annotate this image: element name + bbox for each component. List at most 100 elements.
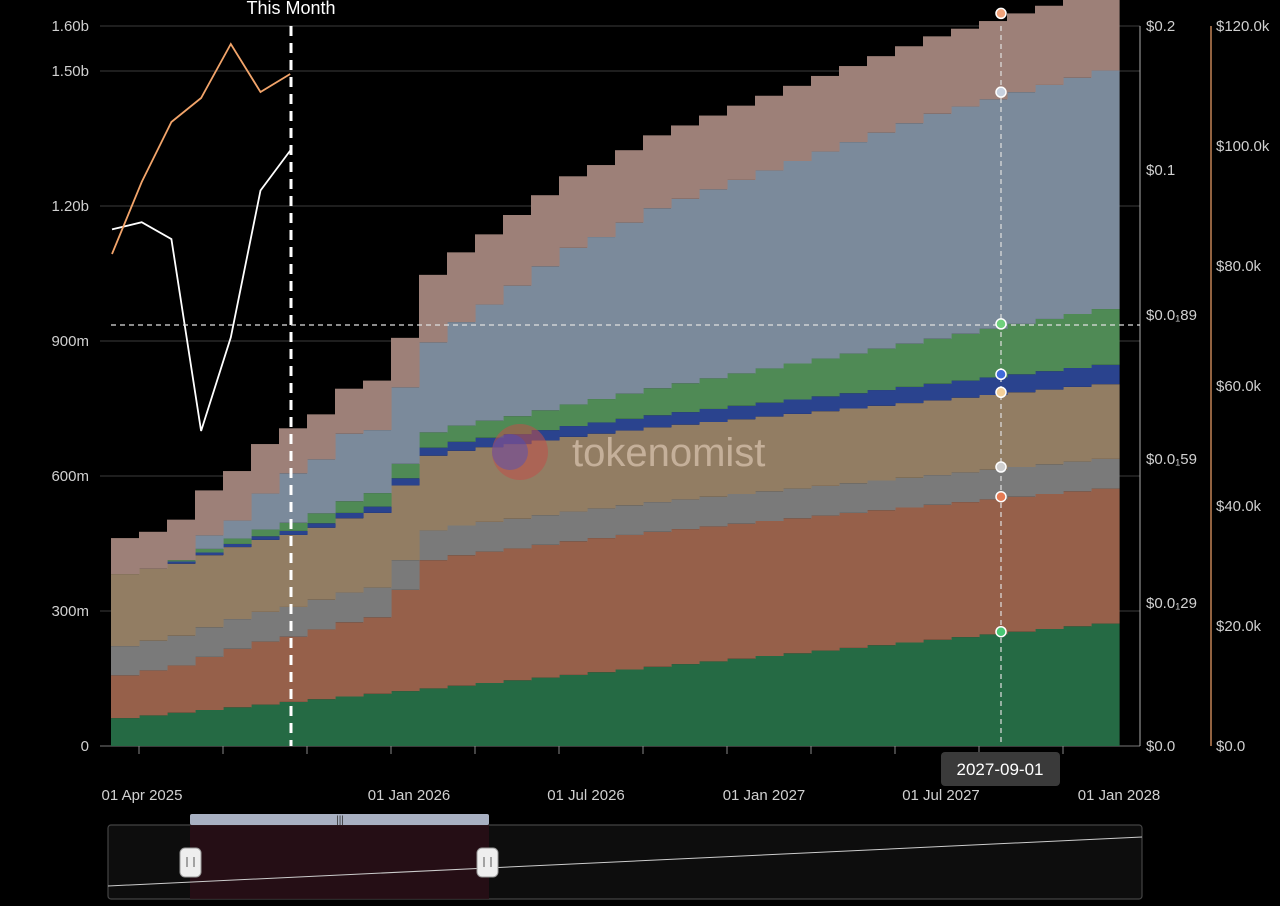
area-segment-5 xyxy=(223,538,252,544)
area-segment-7 xyxy=(111,538,140,575)
area-segment-4 xyxy=(363,506,392,513)
area-segment-1 xyxy=(1063,491,1092,627)
navigator-grip-icon[interactable]: ||| xyxy=(336,815,344,826)
area-segment-5 xyxy=(699,378,728,409)
range-navigator[interactable]: ||| xyxy=(107,814,1143,900)
area-segment-6 xyxy=(867,132,896,349)
navigator-handle-right[interactable] xyxy=(476,847,499,878)
navigator-selection[interactable] xyxy=(190,825,489,899)
area-segment-1 xyxy=(111,675,140,719)
watermark-text: tokenomist xyxy=(572,431,765,475)
area-segment-0 xyxy=(279,701,308,746)
area-segment-5 xyxy=(475,420,504,438)
navigator-scroll-bar[interactable] xyxy=(190,814,489,825)
area-segment-1 xyxy=(951,502,980,638)
area-segment-5 xyxy=(279,522,308,531)
area-segment-2 xyxy=(531,515,560,545)
area-segment-6 xyxy=(671,198,700,384)
area-segment-4 xyxy=(335,512,364,519)
area-segment-2 xyxy=(251,611,280,642)
area-segment-3 xyxy=(643,427,672,503)
area-segment-6 xyxy=(419,342,448,433)
x-tick-label: 01 Apr 2025 xyxy=(102,787,183,804)
tooltip-date-box xyxy=(941,752,1060,786)
area-segment-0 xyxy=(783,653,812,746)
area-segment-4 xyxy=(643,415,672,428)
area-segment-3 xyxy=(335,518,364,593)
area-segment-5 xyxy=(587,399,616,423)
hover-dot-5 xyxy=(995,318,1007,330)
area-segment-4 xyxy=(587,422,616,434)
area-segment-4 xyxy=(1091,364,1120,385)
area-segment-6 xyxy=(251,493,280,530)
area-segment-6 xyxy=(195,535,224,549)
area-segment-1 xyxy=(867,510,896,646)
area-segment-4 xyxy=(1007,374,1036,393)
area-segment-4 xyxy=(923,383,952,401)
area-segment-0 xyxy=(503,680,532,746)
handle-right-body[interactable] xyxy=(476,847,499,878)
area-segment-3 xyxy=(727,419,756,494)
area-segment-1 xyxy=(251,641,280,705)
area-segment-5 xyxy=(363,493,392,507)
area-segment-0 xyxy=(363,693,392,746)
y-btc-tick-label: $80.0k xyxy=(1216,258,1262,275)
x-tick-label: 01 Jan 2027 xyxy=(723,787,806,804)
area-segment-1 xyxy=(783,518,812,654)
y-btc-tick-label: $100.0k xyxy=(1216,138,1270,155)
area-segment-7 xyxy=(755,95,784,171)
area-segment-0 xyxy=(839,647,868,746)
area-segment-0 xyxy=(307,699,336,746)
area-segment-2 xyxy=(139,640,168,671)
area-segment-0 xyxy=(559,674,588,746)
hover-dot-1 xyxy=(995,490,1007,503)
area-segment-5 xyxy=(615,393,644,419)
x-tick-label: 01 Jul 2026 xyxy=(547,787,625,804)
area-segment-6 xyxy=(335,433,364,502)
area-segment-2 xyxy=(279,606,308,637)
area-segment-3 xyxy=(671,424,700,500)
area-segment-4 xyxy=(699,408,728,422)
area-segment-6 xyxy=(475,304,504,421)
area-segment-3 xyxy=(923,400,952,476)
handle-left-body[interactable] xyxy=(179,847,202,878)
area-segment-7 xyxy=(867,56,896,133)
area-segment-6 xyxy=(979,99,1008,329)
area-segment-6 xyxy=(755,170,784,369)
area-segment-3 xyxy=(279,534,308,607)
area-segment-3 xyxy=(223,547,252,620)
area-segment-1 xyxy=(167,665,196,713)
area-segment-7 xyxy=(1035,5,1064,85)
area-segment-6 xyxy=(811,151,840,359)
area-segment-4 xyxy=(839,393,868,409)
area-segment-3 xyxy=(811,411,840,486)
navigator-handle-left[interactable] xyxy=(179,847,202,878)
area-segment-2 xyxy=(1007,467,1036,497)
watermark-logo-inner-icon xyxy=(492,434,528,470)
area-segment-0 xyxy=(531,677,560,746)
area-segment-5 xyxy=(531,410,560,431)
watermark: tokenomist xyxy=(492,424,765,480)
area-segment-4 xyxy=(615,418,644,431)
area-segment-5 xyxy=(307,513,336,524)
area-segment-6 xyxy=(1063,77,1092,314)
y-btc-tick-label: $120.0k xyxy=(1216,18,1270,35)
area-segment-7 xyxy=(279,428,308,474)
area-segment-2 xyxy=(727,494,756,524)
area-segment-6 xyxy=(503,285,532,417)
stacked-areas xyxy=(111,0,1120,746)
area-segment-0 xyxy=(167,712,196,746)
area-segment-1 xyxy=(419,560,448,689)
area-segment-4 xyxy=(447,441,476,451)
area-segment-3 xyxy=(587,433,616,509)
axes: 0 300m 600m 900m 1.20b 1.50b 1.60b $0.0 $0.0₁29 $… xyxy=(51,18,1269,804)
area-segment-1 xyxy=(139,670,168,716)
area-segment-7 xyxy=(251,444,280,494)
area-segment-3 xyxy=(839,408,868,484)
y-btc-tick-label: $20.0k xyxy=(1216,618,1262,635)
area-segment-0 xyxy=(671,664,700,746)
area-segment-3 xyxy=(1063,386,1092,462)
area-segment-0 xyxy=(1007,631,1036,746)
area-segment-0 xyxy=(979,634,1008,746)
